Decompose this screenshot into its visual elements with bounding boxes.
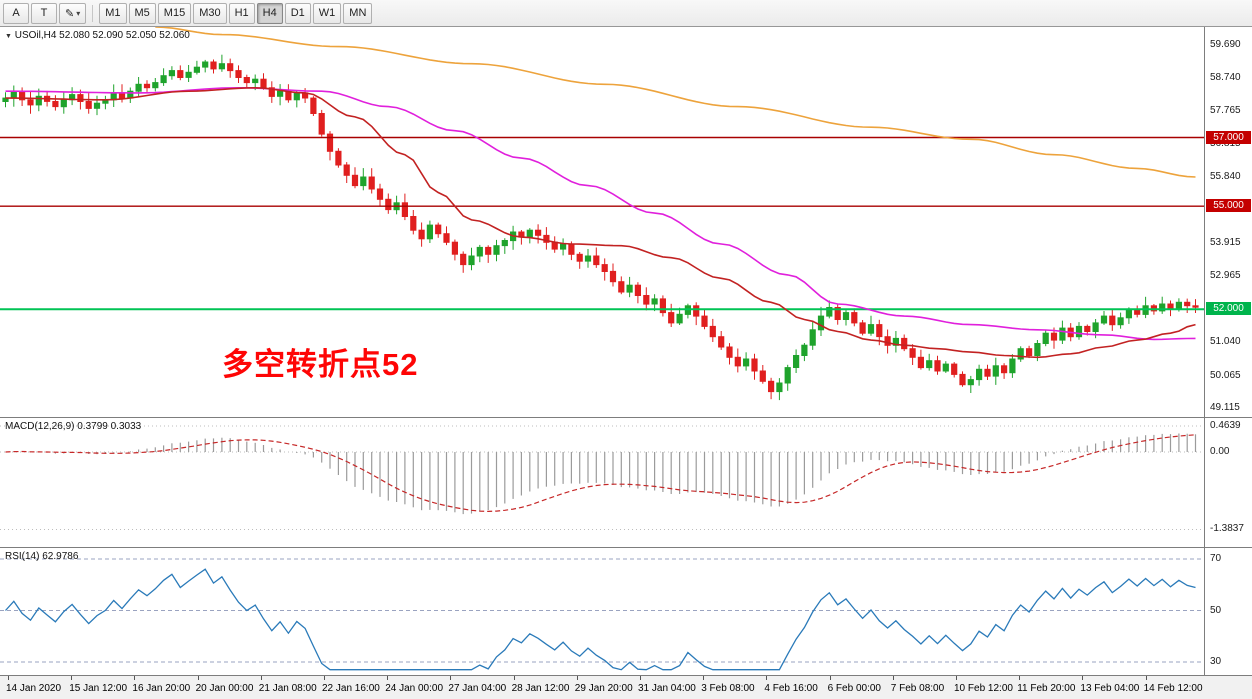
rsi-tick-label: 70 [1210, 553, 1222, 564]
time-axis-tick [324, 676, 325, 680]
macd-chart-surface[interactable]: MACD(12,26,9) 0.3799 0.3033 [0, 418, 1204, 547]
price-tick-label: 55.840 [1210, 171, 1241, 183]
main-chart-surface[interactable]: ▼ USOil,H4 52.080 52.090 52.050 52.060 多… [0, 27, 1204, 417]
toolbar-separator [92, 4, 94, 22]
macd-tick-label: -1.3837 [1210, 523, 1244, 535]
time-label: 15 Jan 12:00 [69, 683, 128, 694]
time-axis-tick [766, 676, 768, 680]
annotations-tool-button[interactable]: A [3, 2, 29, 24]
time-label: 13 Feb 04:00 [1080, 683, 1140, 694]
text-tool-button[interactable]: T [31, 2, 57, 24]
rsi-tick-label: 50 [1210, 604, 1222, 616]
timeframe-button-m30[interactable]: M30 [193, 2, 227, 24]
symbol-ohlc-text: USOil,H4 52.080 52.090 52.050 52.060 [14, 30, 190, 41]
main-chart-row: ▼ USOil,H4 52.080 52.090 52.050 52.060 多… [0, 27, 1252, 417]
timeframe-button-h4[interactable]: H4 [256, 2, 283, 24]
time-label: 20 Jan 00:00 [195, 683, 254, 694]
price-tick-label: 59.690 [1210, 39, 1241, 51]
time-axis-tick [387, 676, 389, 680]
symbol-marker-icon: ▼ [5, 33, 12, 40]
price-tick-label: 50.065 [1210, 369, 1241, 381]
toolbar: A T ✎ ▾ M1 M5 M15 M30 H1 H4 D1 W1 MN [0, 0, 1252, 27]
price-tick-label: 53.915 [1210, 237, 1241, 249]
time-label: 22 Jan 16:00 [322, 683, 380, 694]
time-axis-tick [1145, 676, 1147, 680]
time-label: 27 Jan 04:00 [448, 683, 507, 694]
timeframe-button-m1[interactable]: M1 [99, 2, 127, 24]
macd-tick-label: 0.4639 [1210, 420, 1241, 432]
time-axis-tick [576, 676, 578, 680]
price-line-badge: 52.000 [1206, 302, 1251, 316]
time-axis-tick [71, 676, 73, 680]
time-axis-tick [703, 676, 705, 680]
time-label: 31 Jan 04:00 [638, 683, 696, 694]
macd-scale[interactable]: 0.4639 0.00 -1.3837 [1204, 418, 1252, 547]
time-label: 10 Feb 12:00 [954, 683, 1013, 694]
pencil-icon: ✎ [65, 7, 75, 20]
macd-tick-label: 0.00 [1210, 446, 1230, 457]
chart-text-annotation[interactable]: 多空转折点52 [222, 347, 419, 382]
price-tick-label: 57.765 [1210, 105, 1241, 117]
time-label: 7 Feb 08:00 [890, 683, 945, 694]
price-scale[interactable]: 59.69058.74057.76556.81555.84054.89053.9… [1204, 27, 1252, 417]
rsi-tick-label: 30 [1210, 656, 1222, 667]
time-label: 14 Jan 2020 [6, 683, 62, 694]
symbol-ohlc-line: ▼ USOil,H4 52.080 52.090 52.050 52.060 [5, 30, 190, 41]
macd-header: MACD(12,26,9) 0.3799 0.3033 [5, 421, 142, 432]
time-label: 28 Jan 12:00 [511, 683, 570, 694]
time-axis-tick [1019, 676, 1021, 680]
time-label: 3 Feb 08:00 [701, 683, 755, 694]
time-axis[interactable]: 14 Jan 2020 15 Jan 12:00 16 Jan 20:00 20 Ja… [0, 675, 1252, 699]
macd-chart [0, 425, 1204, 530]
rsi-chart-surface[interactable]: RSI(14) 62.9786 [0, 548, 1204, 675]
price-tick-label: 51.040 [1210, 336, 1241, 348]
macd-panel-row: MACD(12,26,9) 0.3799 0.3033 0.4639 0.00 -1… [0, 417, 1252, 547]
time-axis-tick [1082, 676, 1084, 680]
timeframe-button-m5[interactable]: M5 [128, 2, 156, 24]
time-axis-tick [892, 676, 894, 680]
time-axis-tick [197, 676, 199, 680]
timeframe-button-d1[interactable]: D1 [284, 2, 311, 24]
drawing-tools-button[interactable]: ✎ ▾ [59, 2, 87, 24]
rsi-scale[interactable]: 70 50 30 [1204, 548, 1252, 675]
time-label: 24 Jan 00:00 [385, 683, 444, 694]
price-line-badge: 55.000 [1206, 199, 1251, 213]
timeframe-button-h1[interactable]: H1 [228, 2, 255, 24]
timeframe-button-group: M1 M5 M15 M30 H1 H4 D1 W1 MN [99, 2, 373, 24]
time-axis-tick [8, 676, 9, 680]
price-tick-label: 52.965 [1210, 270, 1241, 282]
time-axis-tick [513, 676, 515, 680]
price-tick-label: 49.115 [1210, 402, 1240, 414]
time-label: 16 Jan 20:00 [132, 683, 191, 694]
rsi-header: RSI(14) 62.9786 [5, 551, 79, 562]
rsi-chart [0, 558, 1204, 671]
time-axis-tick [829, 676, 831, 680]
price-tick-label: 58.740 [1210, 71, 1241, 83]
time-label: 4 Feb 16:00 [764, 683, 818, 694]
time-label: 14 Feb 12:00 [1143, 683, 1203, 694]
candlestick-chart [0, 27, 1204, 401]
timeframe-button-m15[interactable]: M15 [157, 2, 192, 24]
price-line-badge: 57.000 [1206, 130, 1251, 144]
time-axis-tick [956, 676, 957, 680]
time-axis-tick [640, 676, 641, 680]
timeframe-button-mn[interactable]: MN [343, 2, 373, 24]
chevron-down-icon: ▾ [76, 8, 81, 18]
time-axis-tick [450, 676, 452, 680]
time-axis-tick [134, 676, 136, 680]
time-axis-tick [260, 676, 262, 680]
rsi-panel-row: RSI(14) 62.9786 70 50 30 [0, 547, 1252, 675]
time-label: 11 Feb 20:00 [1017, 683, 1076, 694]
time-label: 6 Feb 00:00 [827, 683, 881, 694]
time-label: 29 Jan 20:00 [574, 683, 633, 694]
time-label: 21 Jan 08:00 [258, 683, 317, 694]
timeframe-button-w1[interactable]: W1 [312, 2, 342, 24]
